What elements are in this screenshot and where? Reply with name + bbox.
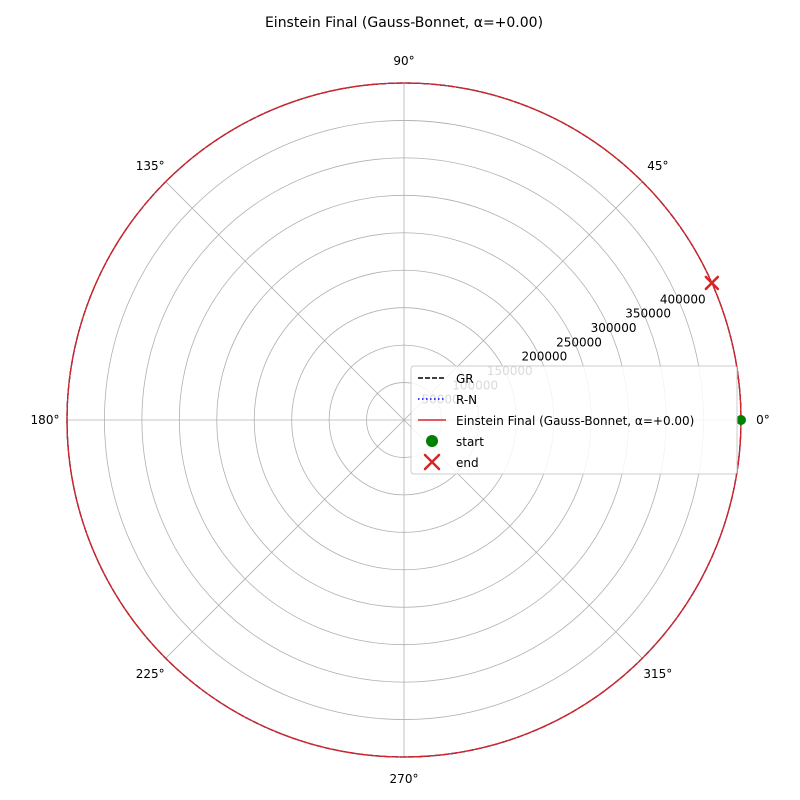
legend-label-gr: GR <box>456 372 474 386</box>
legend-frame <box>410 365 738 475</box>
legend: GR R-N Einstein Final (Gauss-Bonnet, α=+… <box>410 365 738 475</box>
radial-tick-label: 250000 <box>556 335 602 349</box>
radial-tick-label: 400000 <box>660 292 706 306</box>
legend-swatch-end <box>423 453 441 471</box>
angular-gridline <box>165 419 405 659</box>
marker-end <box>704 275 720 291</box>
angle-tick-label: 225° <box>136 667 165 681</box>
chart-title: Einstein Final (Gauss-Bonnet, α=+0.00) <box>265 15 543 31</box>
angular-gridline <box>165 181 405 421</box>
radial-tick-label: 200000 <box>521 350 567 364</box>
angle-tick-label: 180° <box>31 413 60 427</box>
marker-start <box>736 415 746 425</box>
angle-tick-label: 0° <box>756 413 770 427</box>
legend-label-end: end <box>456 456 479 470</box>
legend-label-rn: R-N <box>456 393 477 407</box>
radial-tick-label: 350000 <box>625 307 671 321</box>
legend-label-start: start <box>456 435 484 449</box>
markers <box>704 275 746 425</box>
angle-tick-label: 270° <box>390 772 419 786</box>
angle-tick-label: 90° <box>393 54 414 68</box>
angle-tick-label: 45° <box>647 159 668 173</box>
legend-label-einstein-final: Einstein Final (Gauss-Bonnet, α=+0.00) <box>456 414 694 428</box>
radial-tick-label: 300000 <box>591 321 637 335</box>
angle-tick-label: 315° <box>643 667 672 681</box>
legend-swatch-start <box>426 435 438 447</box>
angle-tick-label: 135° <box>136 159 165 173</box>
